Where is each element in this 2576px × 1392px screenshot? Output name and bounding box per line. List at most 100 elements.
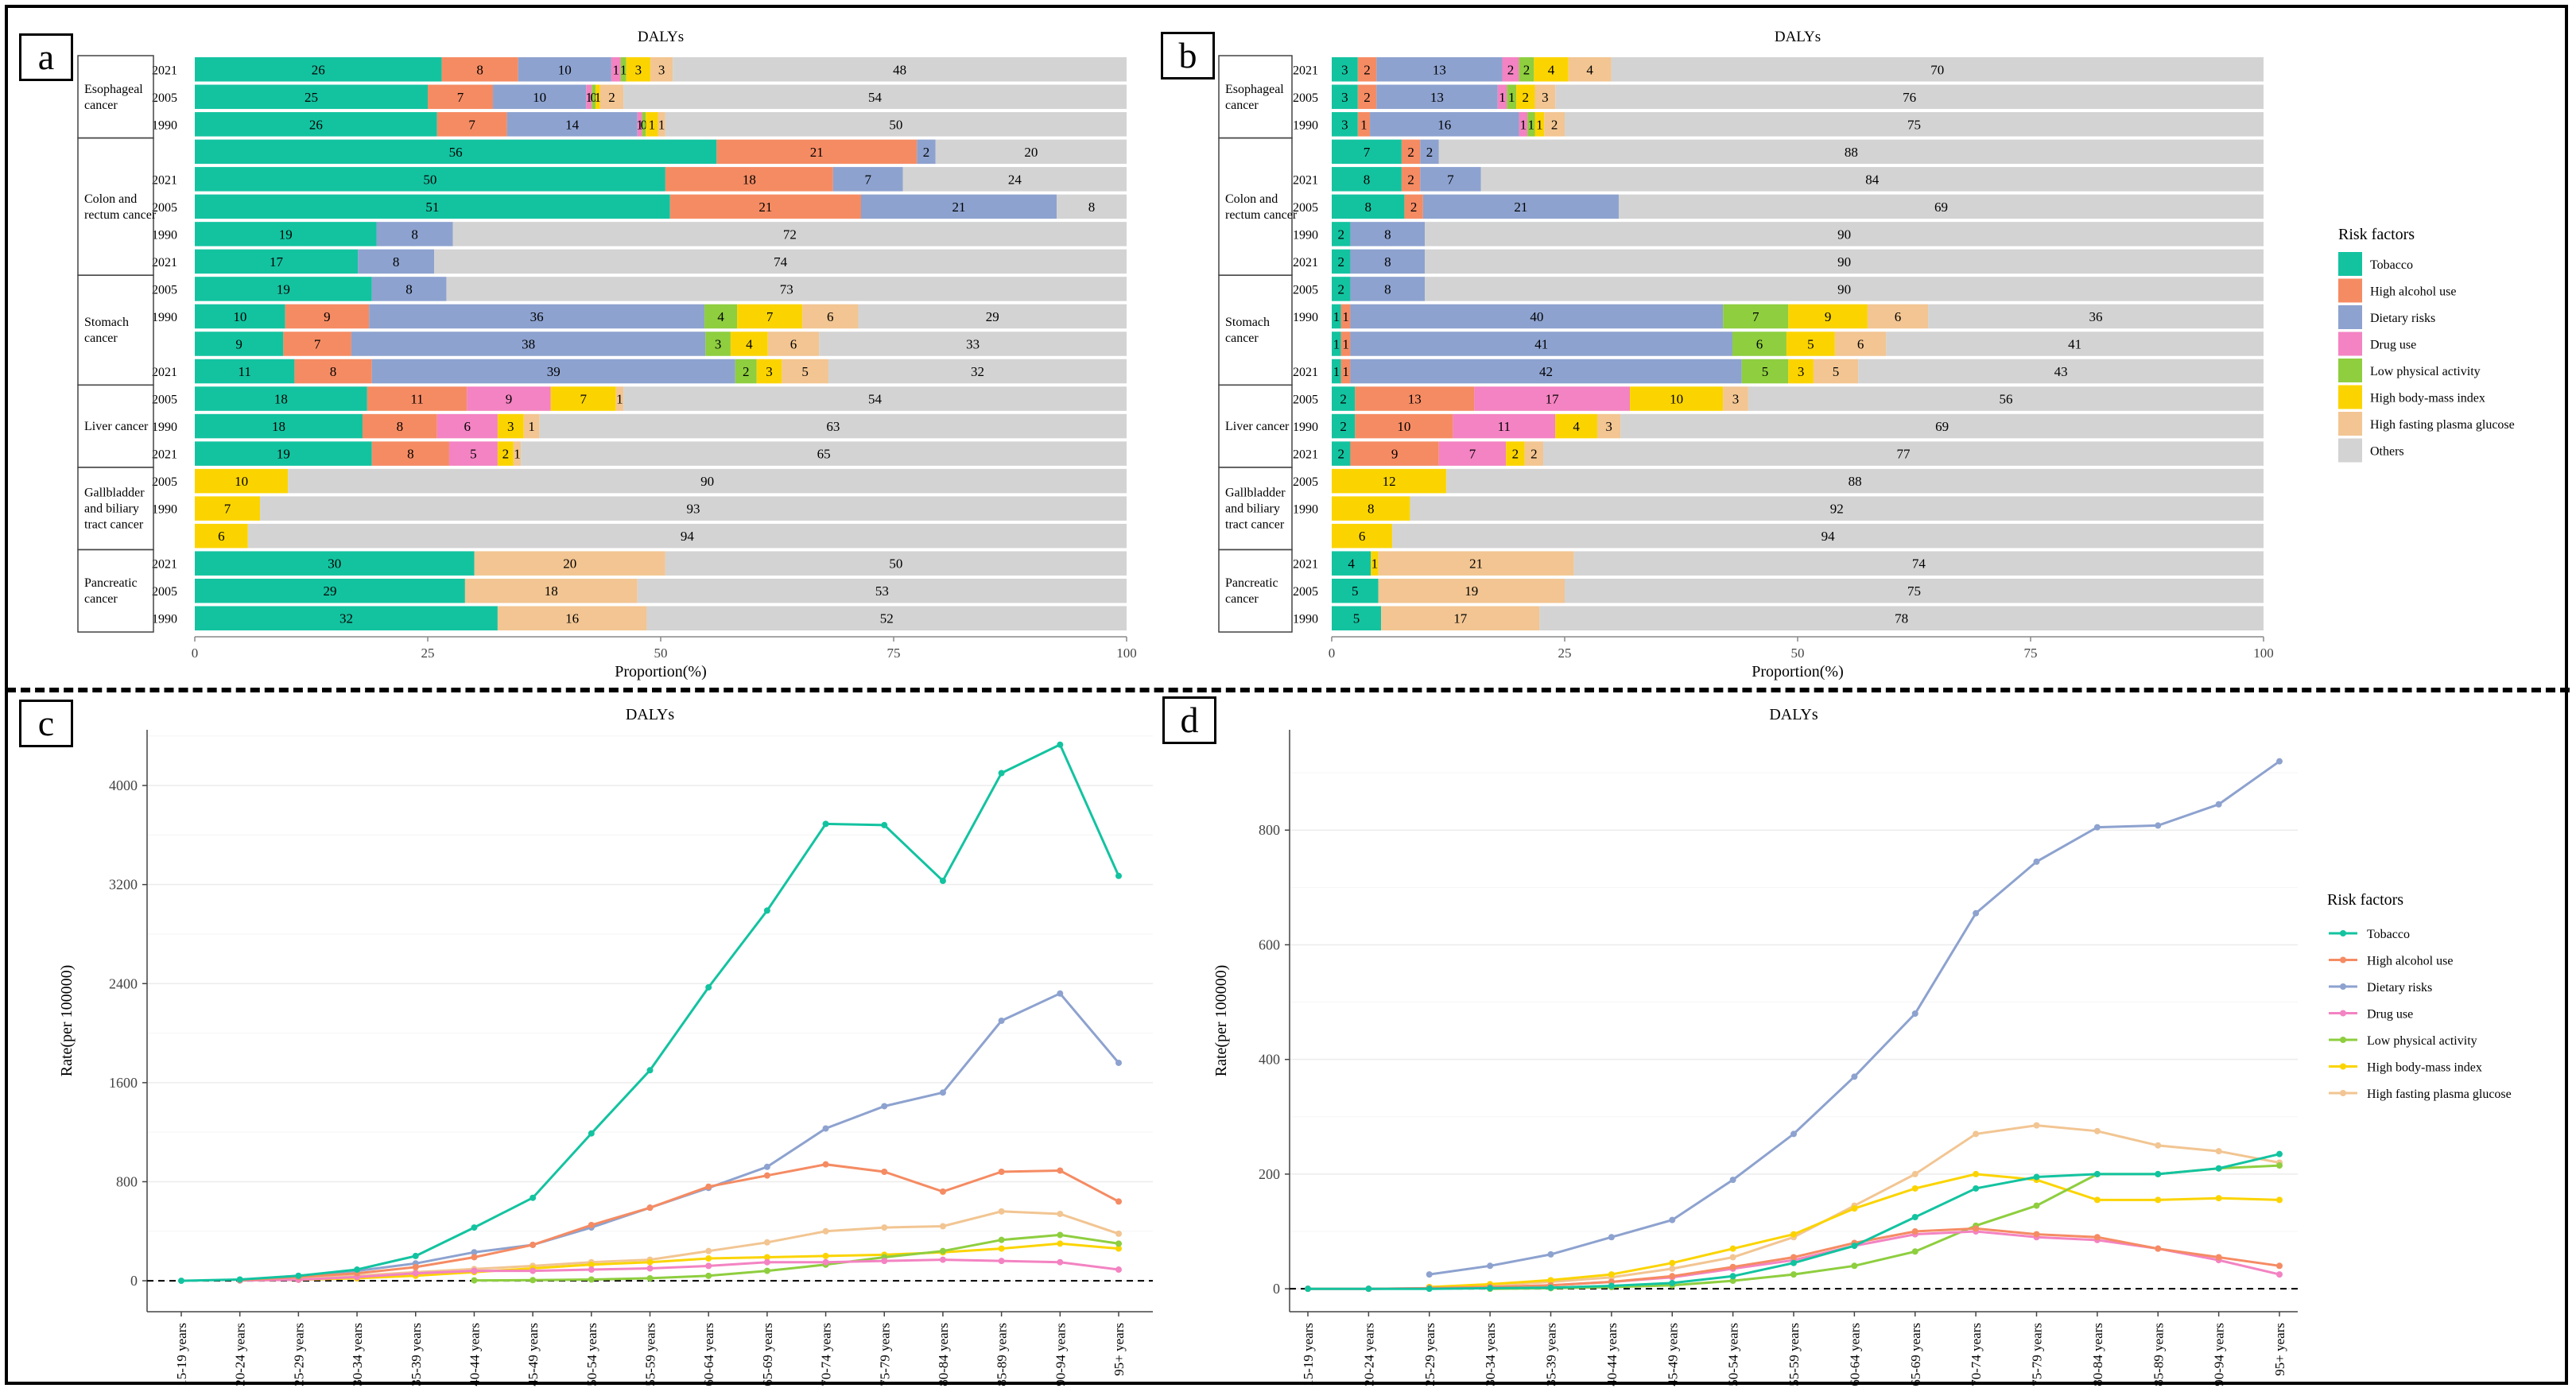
data-point bbox=[646, 1265, 654, 1272]
bar-value-label: 2 bbox=[1407, 172, 1414, 187]
panel-label-c: c bbox=[19, 700, 73, 747]
bar-segment bbox=[1332, 523, 1393, 549]
bar-value-label: 1 bbox=[612, 62, 619, 77]
bar-value-label: 8 bbox=[393, 254, 400, 269]
bar-value-label: 8 bbox=[405, 281, 413, 297]
bar-value-label: 2 bbox=[1512, 447, 1519, 462]
bar-segment bbox=[1332, 359, 1341, 384]
bar-value-label: 6 bbox=[1756, 337, 1763, 352]
x-tick-label: 40-44 years bbox=[1604, 1323, 1620, 1386]
bar-segment bbox=[436, 112, 507, 137]
x-tick-label: 15-19 years bbox=[174, 1323, 189, 1386]
bar-segment bbox=[1332, 139, 1402, 165]
bar-value-label: 8 bbox=[407, 447, 414, 462]
bar-value-label: 19 bbox=[279, 227, 293, 242]
bar-segment bbox=[646, 606, 1127, 630]
data-point bbox=[1973, 1130, 1980, 1138]
data-point bbox=[822, 1258, 829, 1266]
year-label: 2021 bbox=[1293, 64, 1318, 77]
bar-segment bbox=[1438, 139, 2264, 165]
group-box bbox=[77, 137, 154, 276]
data-point bbox=[763, 907, 770, 914]
bar-value-label: 2 bbox=[1426, 145, 1433, 160]
bar-segment bbox=[1788, 359, 1814, 384]
bar-value-label: 16 bbox=[1437, 117, 1451, 132]
bar-segment bbox=[1438, 441, 1507, 466]
data-point bbox=[763, 1254, 770, 1261]
data-point bbox=[646, 1067, 654, 1074]
data-point bbox=[1547, 1284, 1554, 1291]
bar-segment bbox=[436, 413, 498, 439]
x-tick-label: 45-49 years bbox=[526, 1323, 541, 1386]
data-point bbox=[822, 1125, 829, 1132]
data-point bbox=[998, 1018, 1005, 1024]
bar-segment bbox=[1555, 413, 1598, 439]
bar-value-label: 43 bbox=[2054, 364, 2068, 379]
bar-value-label: 74 bbox=[1912, 556, 1926, 572]
bar-segment bbox=[1573, 551, 2264, 576]
bar-segment bbox=[1332, 606, 1382, 630]
series-line bbox=[239, 1242, 1119, 1282]
data-point bbox=[471, 1254, 478, 1261]
group-label: Liver cancer bbox=[1225, 420, 1290, 433]
year-label: 2005 bbox=[1293, 91, 1318, 105]
bar-value-label: 56 bbox=[449, 145, 463, 160]
bar-segment bbox=[1357, 84, 1377, 110]
x-tick-label: 70-74 years bbox=[819, 1323, 834, 1386]
bar-segment bbox=[288, 468, 1127, 494]
bar-value-label: 3 bbox=[1605, 419, 1612, 434]
bar-value-label: 25 bbox=[305, 90, 318, 105]
bar-value-label: 2 bbox=[1364, 62, 1371, 77]
legend-title: Risk factors bbox=[2338, 226, 2415, 243]
bar-value-label: 4 bbox=[1586, 62, 1593, 77]
data-point bbox=[822, 1227, 829, 1235]
bar-value-label: 2 bbox=[1337, 281, 1344, 297]
bar-segment bbox=[497, 606, 647, 630]
bar-segment bbox=[1568, 57, 1612, 82]
data-point bbox=[2276, 1271, 2283, 1278]
bar-value-label: 1 bbox=[1499, 90, 1506, 105]
bar-value-label: 14 bbox=[565, 117, 580, 132]
year-label: 1990 bbox=[1293, 503, 1318, 517]
data-point bbox=[1115, 872, 1122, 879]
year-label: 2005 bbox=[152, 283, 177, 297]
data-point bbox=[822, 820, 829, 828]
bar-value-label: 3 bbox=[1341, 62, 1348, 77]
bar-segment bbox=[195, 441, 372, 466]
bar-segment bbox=[673, 57, 1127, 82]
bar-value-label: 92 bbox=[1830, 502, 1844, 517]
bar-segment bbox=[1555, 84, 2264, 110]
year-label: 2021 bbox=[152, 366, 177, 379]
x-tick-label: 75 bbox=[887, 646, 901, 661]
data-point bbox=[2276, 1150, 2283, 1157]
y-tick-label: 400 bbox=[1259, 1052, 1280, 1068]
x-tick-label: 70-74 years bbox=[1969, 1323, 1984, 1386]
bar-value-label: 1 bbox=[658, 117, 665, 132]
bar-value-label: 1 bbox=[649, 117, 656, 132]
bar-value-label: 11 bbox=[410, 392, 423, 407]
data-point bbox=[763, 1163, 770, 1170]
chart-title: DALYs bbox=[1769, 706, 1818, 723]
bar-segment bbox=[247, 523, 1127, 549]
data-point bbox=[2033, 1122, 2040, 1129]
bar-segment bbox=[1425, 277, 2264, 301]
bar-value-label: 1 bbox=[1342, 364, 1349, 379]
bar-segment bbox=[1378, 551, 1574, 576]
bar-value-label: 7 bbox=[224, 502, 231, 517]
bar-segment bbox=[1371, 551, 1379, 576]
year-label: 1990 bbox=[152, 228, 177, 242]
data-point bbox=[588, 1221, 595, 1228]
bar-segment bbox=[642, 112, 646, 137]
bar-segment bbox=[1480, 167, 2264, 192]
year-label: 2021 bbox=[1293, 173, 1318, 187]
bar-value-label: 1 bbox=[1371, 556, 1379, 572]
bar-segment bbox=[1332, 277, 1351, 301]
x-tick-label: 20-24 years bbox=[233, 1323, 248, 1386]
data-point bbox=[1911, 1010, 1918, 1017]
bar-value-label: 29 bbox=[323, 584, 336, 599]
bar-segment bbox=[902, 167, 1127, 192]
group-label: Pancreatic cancer bbox=[84, 576, 138, 606]
bar-value-label: 84 bbox=[1865, 172, 1880, 187]
bar-segment bbox=[1340, 304, 1351, 329]
bar-segment bbox=[521, 441, 1127, 466]
